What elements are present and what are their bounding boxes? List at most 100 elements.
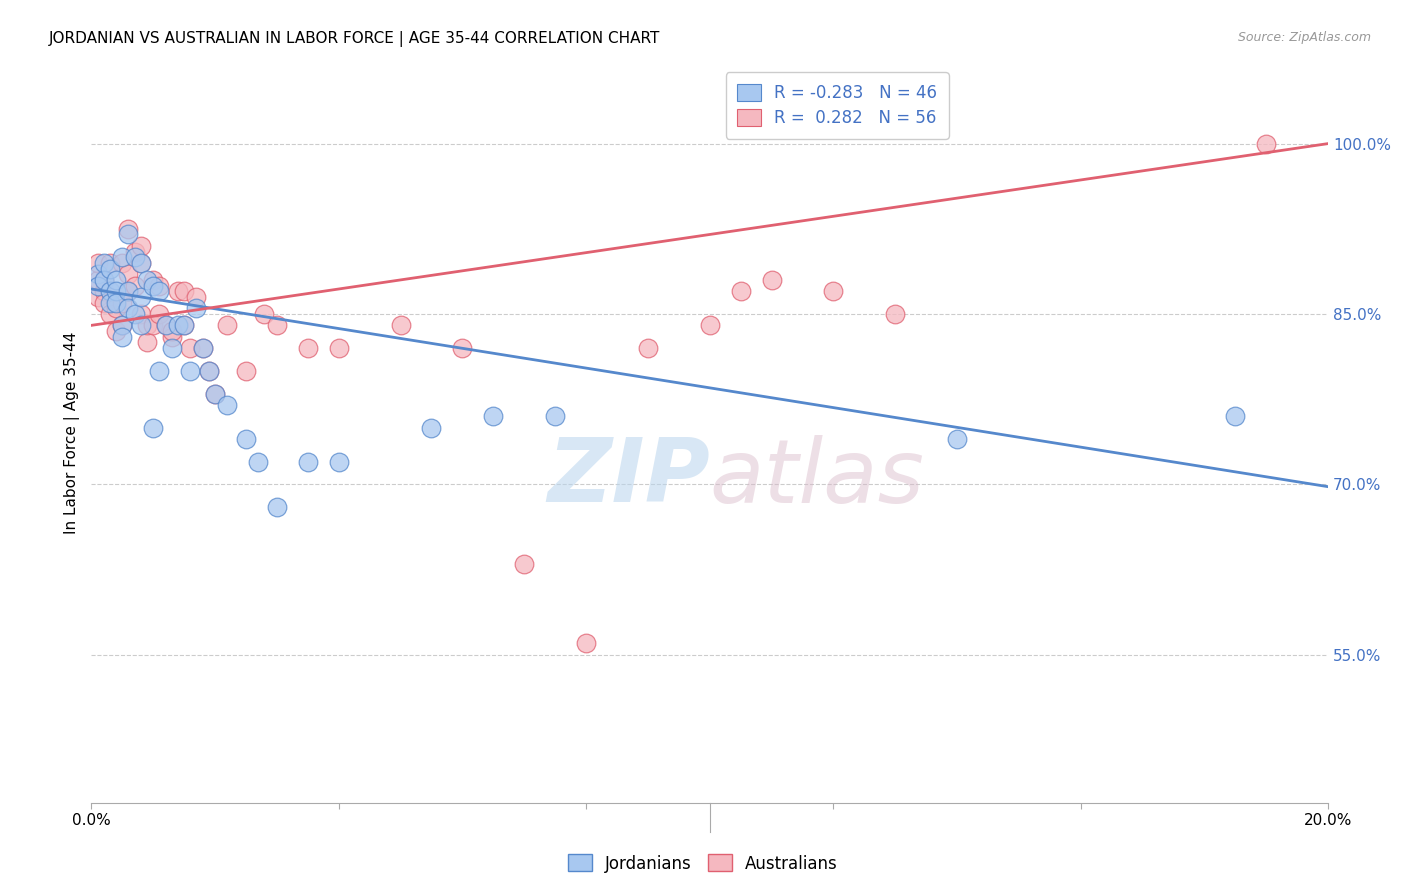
Point (699, 318, 721, 333)
Text: JORDANIAN VS AUSTRALIAN IN LABOR FORCE | AGE 35-44 CORRELATION CHART: JORDANIAN VS AUSTRALIAN IN LABOR FORCE |… (49, 31, 661, 47)
Point (129, 239, 152, 253)
Point (136, 273, 159, 287)
Point (389, 318, 412, 333)
Point (148, 364, 170, 378)
Point (160, 324, 183, 338)
Point (823, 285, 845, 299)
Point (105, 295, 128, 310)
Point (179, 341, 201, 355)
Point (142, 420, 165, 434)
Point (217, 318, 239, 333)
Point (204, 386, 226, 401)
Point (129, 307, 152, 321)
Point (155, 318, 177, 333)
Point (142, 273, 165, 287)
Point (129, 256, 152, 270)
Point (111, 329, 134, 343)
Point (124, 278, 146, 293)
Point (86, 256, 108, 270)
Point (117, 267, 139, 281)
Point (186, 301, 208, 316)
Point (247, 455, 270, 469)
Point (86, 267, 108, 281)
Point (105, 273, 128, 287)
Point (86, 278, 108, 293)
Point (98, 261, 121, 276)
Point (198, 364, 221, 378)
Point (136, 335, 159, 350)
Legend: Jordanians, Australians: Jordanians, Australians (561, 847, 845, 880)
Point (117, 221, 139, 235)
Point (160, 341, 183, 355)
Point (946, 432, 969, 446)
Text: ZIP: ZIP (547, 434, 710, 521)
Point (191, 341, 214, 355)
Point (637, 341, 659, 355)
Text: Source: ZipAtlas.com: Source: ZipAtlas.com (1237, 31, 1371, 45)
Point (98, 256, 121, 270)
Point (513, 557, 536, 571)
Point (1256, 136, 1278, 151)
Point (451, 341, 474, 355)
Point (124, 250, 146, 264)
Point (186, 290, 208, 304)
Point (160, 329, 183, 343)
Point (98, 295, 121, 310)
Point (198, 364, 221, 378)
Point (297, 455, 319, 469)
Point (167, 318, 190, 333)
Point (173, 285, 195, 299)
Point (105, 301, 128, 316)
Point (1225, 409, 1247, 424)
Y-axis label: In Labor Force | Age 35-44: In Labor Force | Age 35-44 (65, 332, 80, 534)
Point (155, 318, 177, 333)
Point (191, 341, 214, 355)
Point (148, 307, 170, 321)
Point (111, 318, 134, 333)
Point (173, 318, 195, 333)
Point (148, 278, 170, 293)
Point (111, 318, 134, 333)
Point (117, 285, 139, 299)
Point (129, 318, 152, 333)
Point (328, 455, 350, 469)
Point (124, 244, 146, 259)
Point (117, 301, 139, 316)
Point (179, 364, 201, 378)
Point (98, 285, 121, 299)
Point (148, 285, 170, 299)
Point (86, 273, 108, 287)
Legend: R = -0.283   N = 46, R =  0.282   N = 56: R = -0.283 N = 46, R = 0.282 N = 56 (725, 72, 949, 139)
Point (136, 318, 159, 333)
Point (111, 256, 134, 270)
Point (266, 500, 288, 515)
Point (117, 285, 139, 299)
Point (129, 290, 152, 304)
Point (730, 285, 752, 299)
Point (253, 307, 276, 321)
Point (93, 285, 115, 299)
Point (98, 285, 121, 299)
Point (575, 636, 598, 650)
Point (544, 409, 567, 424)
Point (93, 273, 115, 287)
Point (235, 364, 257, 378)
Text: atlas: atlas (710, 434, 925, 521)
Point (217, 398, 239, 412)
Point (93, 295, 115, 310)
Point (93, 256, 115, 270)
Point (142, 318, 165, 333)
Point (117, 227, 139, 242)
Point (111, 250, 134, 264)
Point (129, 256, 152, 270)
Point (173, 318, 195, 333)
Point (204, 386, 226, 401)
Point (266, 318, 288, 333)
Point (86, 290, 108, 304)
Point (761, 273, 783, 287)
Point (167, 285, 190, 299)
Point (93, 273, 115, 287)
Point (142, 278, 165, 293)
Point (328, 341, 350, 355)
Point (124, 307, 146, 321)
